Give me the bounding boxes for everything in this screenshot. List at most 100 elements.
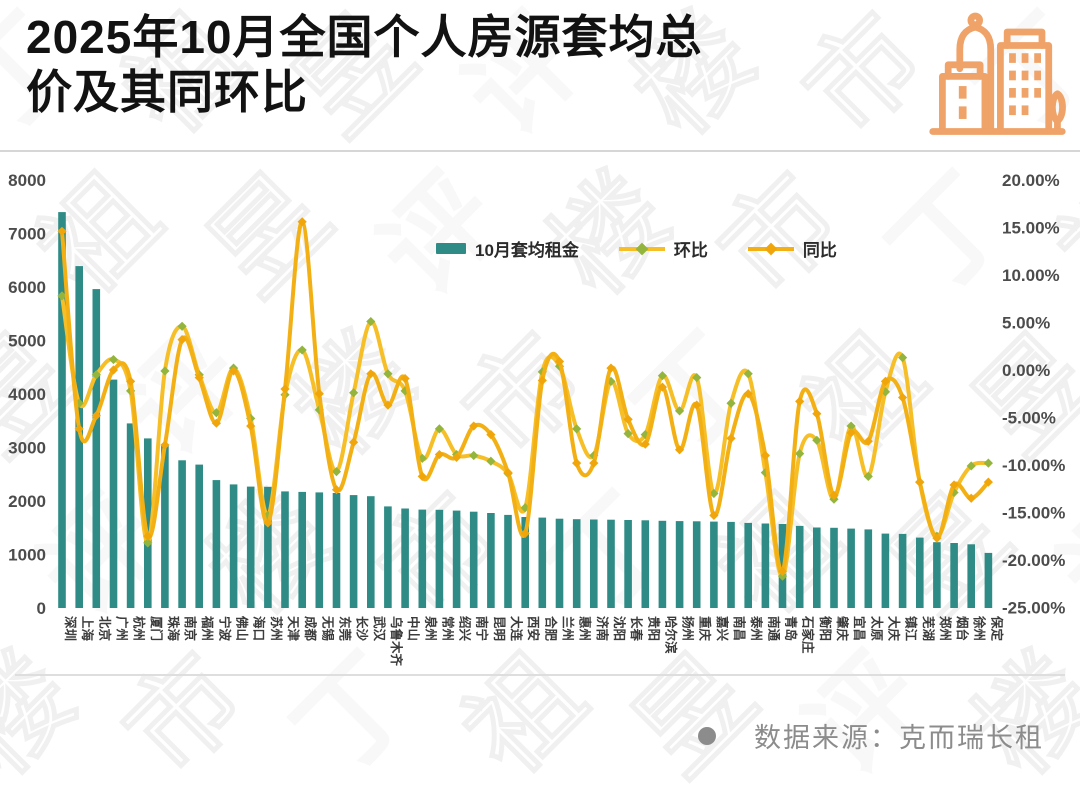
tongbi-marker-兰州 — [554, 356, 565, 367]
tongbi-marker-石家庄 — [795, 396, 805, 406]
huanbi-marker-长春 — [623, 429, 633, 439]
x-axis-label: 乌鲁木齐 — [389, 616, 404, 667]
bar-宁波 — [212, 480, 221, 608]
tongbi-marker-昆明 — [486, 430, 496, 440]
x-axis-label: 南京 — [183, 616, 198, 642]
tongbi-marker-南宁 — [469, 421, 479, 431]
x-axis-label: 石家庄 — [801, 615, 816, 654]
tongbi-marker-宁波 — [211, 418, 221, 428]
huanbi-marker-南京 — [177, 321, 187, 331]
tongbi-marker-南通 — [760, 450, 770, 461]
x-axis-label: 成都 — [303, 616, 318, 642]
legend-tongbi-swatch — [747, 242, 794, 255]
tongbi-marker-北京 — [91, 411, 101, 421]
x-axis-label: 西安 — [526, 616, 541, 641]
bar-武汉 — [367, 496, 375, 608]
bar-郑州 — [933, 542, 941, 608]
x-axis-label: 重庆 — [698, 616, 713, 642]
x-axis-label: 扬州 — [681, 616, 696, 641]
tongbi-marker-沈阳 — [606, 363, 616, 373]
tongbi-marker-深圳 — [57, 226, 67, 236]
bar-广州 — [109, 379, 118, 608]
x-axis-label: 惠州 — [578, 616, 593, 641]
bar-哈尔滨 — [658, 520, 667, 608]
bar-宜昌 — [847, 528, 855, 608]
bar-佛山 — [229, 484, 238, 608]
left-axis-tick: 6000 — [8, 278, 46, 297]
bar-杭州 — [126, 423, 135, 608]
right-axis-tick: -20.00% — [1002, 551, 1065, 570]
huanbi-marker-珠海 — [160, 366, 170, 376]
bar-南京 — [178, 460, 186, 608]
tongbi-marker-常州 — [434, 449, 445, 460]
bar-无锡 — [315, 492, 324, 608]
bar-乌鲁木齐 — [384, 506, 392, 608]
x-axis-label: 济南 — [595, 616, 610, 642]
x-axis-label: 南通 — [766, 616, 781, 642]
city-buildings-icon — [929, 12, 1066, 135]
tongbi-marker-青岛 — [777, 566, 788, 576]
right-axis-tick: 10.00% — [1002, 266, 1060, 285]
bar-东莞 — [332, 493, 341, 608]
tongbi-marker-上海 — [74, 424, 84, 434]
x-axis-label: 芜湖 — [921, 616, 936, 641]
huanbi-marker-衡阳 — [812, 435, 822, 445]
legend-bar-swatch — [436, 243, 466, 254]
huanbi-marker-贵阳 — [640, 430, 650, 440]
tongbi-marker-肇庆 — [829, 490, 839, 500]
left-axis-tick: 1000 — [8, 546, 46, 565]
tongbi-marker-佛山 — [228, 366, 239, 376]
huanbi-marker-宜昌 — [846, 421, 856, 431]
huanbi-marker-泰州 — [743, 369, 753, 379]
huanbi-marker-北京 — [91, 370, 101, 380]
bar-长沙 — [349, 495, 358, 608]
huanbi-marker-东莞 — [331, 467, 342, 477]
tongbi-marker-无锡 — [314, 389, 324, 399]
bar-济南 — [590, 519, 598, 608]
bar-南通 — [761, 523, 770, 608]
left-axis-tick: 0 — [37, 599, 46, 618]
huanbi-marker-扬州 — [674, 406, 685, 416]
x-axis-label: 天津 — [286, 616, 301, 642]
chart-canvas: 8000 7000 6000 5000 4000 3000 2000 1000 0 20.00% 1… — [8, 171, 1065, 667]
diamond-marker-icon — [764, 242, 778, 255]
tongbi-marker-惠州 — [572, 458, 582, 468]
x-axis-label: 厦门 — [149, 616, 164, 641]
header: 2025年10月全国个人房源套均总 价及其同环比 — [26, 10, 906, 120]
tongbi-marker-杭州 — [126, 376, 136, 386]
bar-嘉兴 — [710, 521, 718, 608]
tongbi-marker-嘉兴 — [709, 510, 719, 520]
x-axis-label: 绍兴 — [458, 616, 473, 642]
x-axis-label: 哈尔滨 — [663, 616, 678, 654]
x-axis-label: 大庆 — [886, 616, 901, 642]
huanbi-marker-成都 — [297, 345, 307, 355]
x-axis-label: 长春 — [629, 616, 644, 642]
bar-厦门 — [144, 438, 152, 608]
tongbi-marker-中山 — [400, 373, 410, 384]
tongbi-marker-镇江 — [897, 392, 908, 403]
bar-南宁 — [469, 511, 478, 608]
bullet-dot-icon — [698, 726, 716, 745]
huanbi-marker-嘉兴 — [709, 488, 719, 499]
x-axis-label: 珠海 — [166, 616, 181, 642]
x-axis-label: 宜昌 — [852, 616, 867, 641]
tongbi-marker-贵阳 — [640, 439, 650, 449]
bar-中山 — [401, 508, 409, 608]
left-axis-tick: 5000 — [8, 332, 46, 351]
data-source: 数据来源：克而瑞长租 — [698, 716, 1044, 755]
x-axis-label: 上海 — [80, 616, 95, 642]
bar-保定 — [984, 552, 993, 608]
huanbi-marker-武汉 — [366, 316, 376, 327]
x-axis-label: 中山 — [406, 616, 421, 641]
huanbi-marker-哈尔滨 — [657, 371, 668, 381]
bar-镇江 — [898, 533, 907, 608]
huanbi-marker-广州 — [108, 354, 119, 365]
x-axis-label: 泰州 — [749, 615, 764, 641]
right-axis-tick: 15.00% — [1002, 219, 1060, 238]
huanbi-marker-保定 — [983, 458, 993, 468]
x-axis-label: 北京 — [97, 616, 112, 642]
tongbi-marker-绍兴 — [451, 452, 462, 462]
tongbi-marker-珠海 — [160, 440, 170, 450]
x-axis-label: 长沙 — [355, 616, 370, 642]
x-axis-label: 泉州 — [423, 615, 438, 641]
